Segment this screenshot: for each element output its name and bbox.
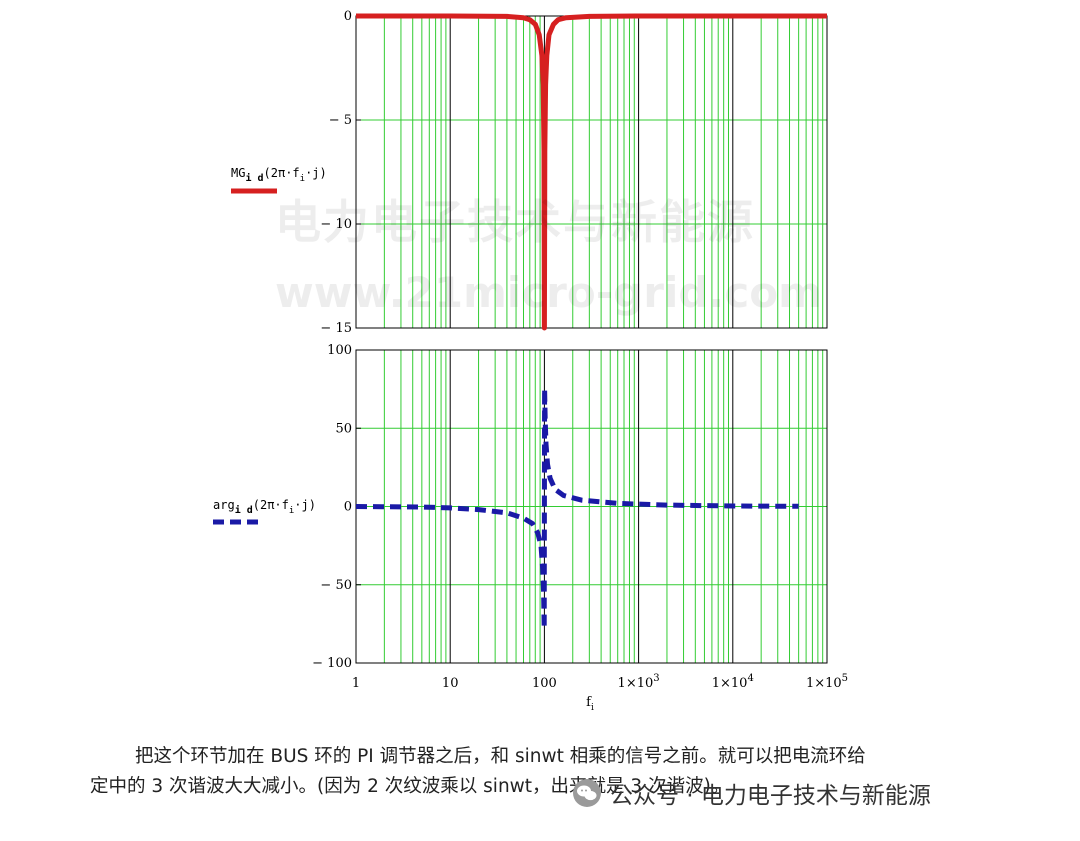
magnitude-series-line [356,13,827,331]
y-tick-label: 50 [335,421,352,436]
y-tick-label: − 50 [320,578,352,593]
phase-legend: argi d(2π·fi·j) [213,498,316,525]
y-tick-label: 0 [344,9,352,24]
x-tick-label: 1×103 [618,673,660,691]
caption-line-2: 定中的 3 次谐波大大减小。(因为 2 次纹波乘以 sinwt，出来就是 3 次… [90,776,730,797]
x-tick-label: 1×104 [712,673,754,691]
y-tick-label: − 100 [312,656,352,671]
caption-line-1: 把这个环节加在 BUS 环的 PI 调节器之后，和 sinwt 相乘的信号之前。… [135,746,866,767]
wechat-account-badge: 公众号 · 电力电子技术与新能源 [572,776,931,810]
wechat-icon [573,779,601,807]
legend-label: argi d(2π·fi·j) [213,498,316,516]
legend-label: MGi d(2π·fi·j) [231,166,327,184]
y-tick-label: − 5 [329,113,352,128]
magnitude-plot: 0 − 5 − 10 − 15 [320,9,828,336]
phase-plot: 100 50 0 − 50 − 100 [312,343,828,671]
x-axis-label-text: fi [586,695,594,713]
wechat-account-label: 公众号 · 电力电子技术与新能源 [610,783,931,809]
y-tick-label: − 15 [320,321,352,336]
y-tick-label: 100 [327,343,352,358]
x-tick-label: 10 [442,676,459,691]
y-tick-label: − 10 [320,217,352,232]
x-tick-label: 1 [352,676,360,691]
magnitude-legend: MGi d(2π·fi·j) [231,166,327,194]
x-axis-label: fi [586,695,594,713]
phase-series-line [355,386,799,632]
watermark-chinese: 电力电子技术与新能源 [275,195,755,249]
x-tick-label: 100 [532,676,557,691]
watermark-url: www.21micro-grid.com [275,268,822,317]
x-tick-label: 1×105 [806,673,848,691]
x-axis-tick-labels: 1 10 100 1×103 1×104 1×105 [352,673,848,691]
y-tick-label: 0 [344,500,352,515]
